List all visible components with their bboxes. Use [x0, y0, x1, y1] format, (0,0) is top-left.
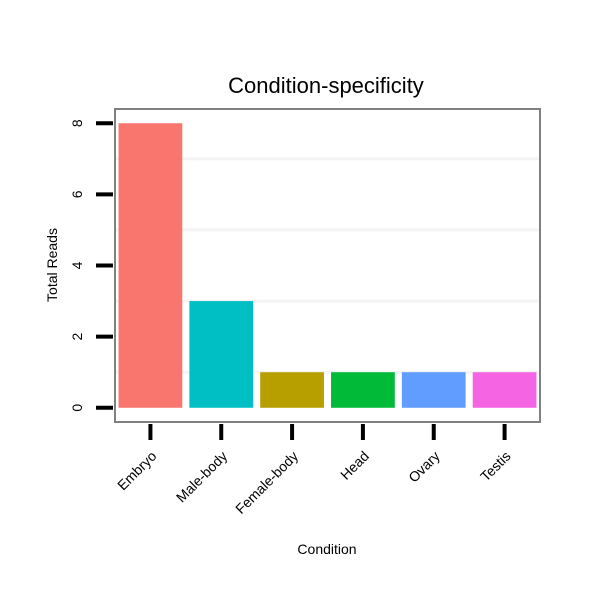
- y-tick-label: 8: [69, 119, 85, 127]
- y-tick-label: 6: [69, 190, 85, 198]
- x-tick-label-female-body: Female-body: [232, 448, 301, 517]
- bars: [118, 123, 537, 408]
- y-tick-label: 0: [69, 404, 85, 412]
- x-tick-label-male-body: Male-body: [173, 448, 231, 506]
- x-axis: Embryo Male-body Female-body Head Ovary Testi…: [114, 424, 514, 517]
- bar-ovary: [401, 372, 466, 408]
- chart-title: Condition-specificity: [228, 73, 424, 98]
- y-tick-label: 4: [69, 261, 85, 269]
- plot-panel-border: [114, 108, 541, 423]
- x-tick-label-head: Head: [337, 448, 372, 483]
- bar-testis: [472, 372, 537, 408]
- gridlines: [116, 157, 539, 374]
- bar-female-body: [260, 372, 324, 408]
- bar-embryo: [118, 123, 183, 408]
- x-tick-label-ovary: Ovary: [405, 448, 443, 486]
- bar-male-body: [189, 301, 254, 408]
- x-tick-label-testis: Testis: [477, 448, 514, 485]
- x-axis-title: Condition: [297, 541, 356, 557]
- x-tick-label-embryo: Embryo: [114, 448, 160, 494]
- bar-head: [331, 372, 395, 408]
- y-axis: 0 2 4 6 8: [69, 119, 113, 412]
- y-tick-label: 2: [69, 333, 85, 341]
- y-axis-title: Total Reads: [44, 228, 60, 302]
